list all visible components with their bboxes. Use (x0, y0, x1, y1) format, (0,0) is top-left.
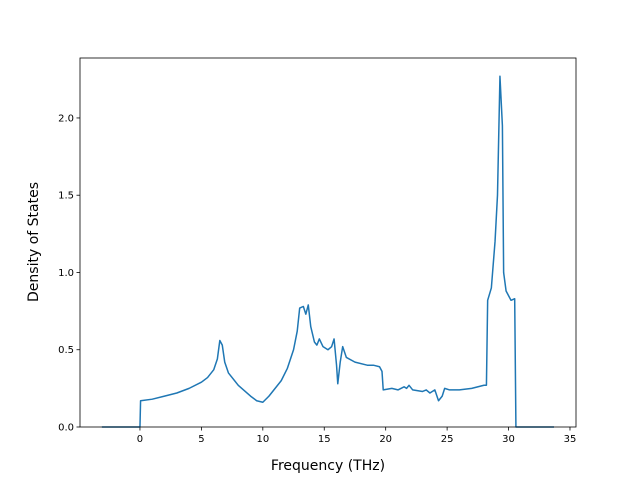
y-tick-label: 0.0 (58, 423, 74, 434)
x-tick-label: 30 (502, 434, 515, 445)
x-tick-label: 10 (256, 434, 269, 445)
x-tick-label: 15 (318, 434, 331, 445)
y-tick-label: 2.0 (58, 113, 74, 124)
y-tick-label: 1.0 (58, 268, 74, 279)
x-tick-label: 0 (137, 434, 143, 445)
y-tick-label: 0.5 (58, 345, 74, 356)
x-tick-label: 35 (564, 434, 577, 445)
x-axis-title: Frequency (THz) (271, 458, 385, 474)
x-tick-label: 25 (441, 434, 454, 445)
x-tick-label: 20 (379, 434, 392, 445)
y-tick-label: 1.5 (58, 191, 74, 202)
x-tick-label: 5 (198, 434, 204, 445)
axes-frame (79, 57, 577, 428)
y-axis-title: Density of States (26, 182, 42, 302)
line-series (101, 75, 555, 428)
